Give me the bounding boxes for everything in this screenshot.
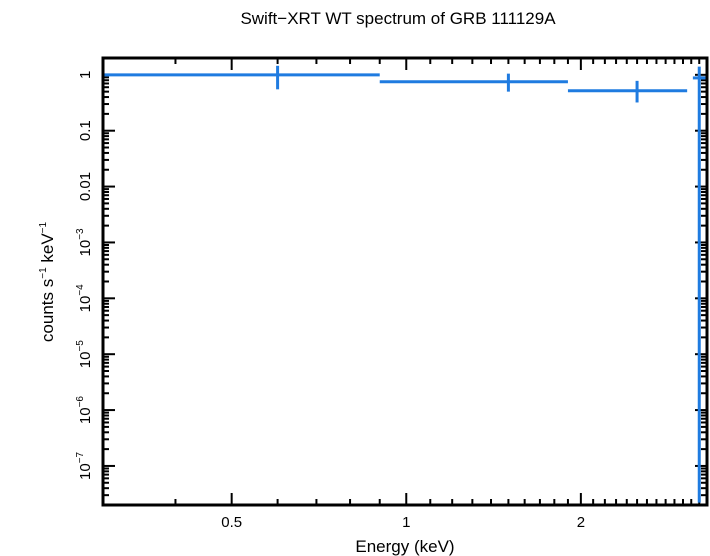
- y-label-part: keV: [38, 233, 57, 268]
- y-label-part: counts s: [38, 279, 57, 342]
- y-label-exp: −1: [38, 267, 49, 279]
- y-axis-label: counts s−1 keV−1: [38, 221, 57, 342]
- y-tick-label: 10−5: [75, 340, 94, 369]
- x-tick-label: 0.5: [221, 514, 242, 531]
- y-tick-exponent: −7: [75, 451, 86, 463]
- data-series: [103, 65, 707, 503]
- y-tick-base: 10: [77, 463, 94, 480]
- y-label-exp: −1: [38, 221, 49, 233]
- x-axis-label: Energy (keV): [355, 537, 454, 556]
- y-tick-base: 10: [77, 240, 94, 257]
- data-point: [103, 65, 380, 90]
- data-point: [567, 80, 688, 103]
- data-point: [692, 66, 707, 503]
- y-tick-base: 0.01: [77, 172, 94, 201]
- data-point: [379, 73, 568, 92]
- y-tick-exponent: −4: [75, 284, 86, 296]
- y-tick-label: 1: [77, 71, 94, 79]
- y-tick-base: 0.1: [77, 120, 94, 141]
- chart-title: Swift−XRT WT spectrum of GRB 111129A: [240, 9, 556, 28]
- y-tick-label: 0.1: [77, 120, 94, 141]
- y-tick-base: 1: [77, 71, 94, 79]
- y-tick-label: 10−4: [75, 284, 94, 313]
- y-tick-base: 10: [77, 352, 94, 369]
- y-tick-label: 10−6: [75, 396, 94, 425]
- plot-frame: [101, 56, 709, 507]
- y-tick-label: 0.01: [77, 172, 94, 201]
- y-tick-base: 10: [77, 407, 94, 424]
- x-tick-label: 2: [577, 514, 585, 531]
- y-tick-exponent: −6: [75, 396, 86, 408]
- x-ticks: 0.5 1 2: [102, 58, 708, 531]
- y-tick-exponent: −5: [75, 340, 86, 352]
- y-tick-base: 10: [77, 296, 94, 313]
- y-tick-label: 10−3: [75, 228, 94, 257]
- y-tick-exponent: −3: [75, 228, 86, 240]
- y-tick-label: 10−7: [75, 451, 94, 480]
- x-tick-label: 1: [402, 514, 410, 531]
